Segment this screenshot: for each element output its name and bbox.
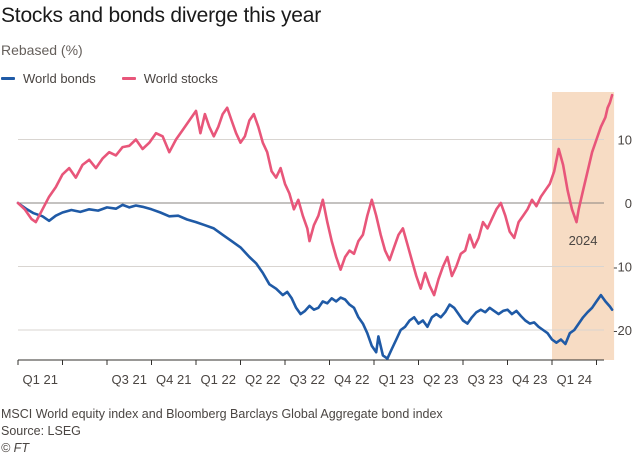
x-tick-label: Q4 21 bbox=[156, 372, 191, 387]
legend-swatch-bonds bbox=[1, 77, 15, 80]
legend-item-bonds: World bonds bbox=[1, 71, 96, 86]
x-axis: Q1 21 Q3 21 Q4 21 Q1 22 Q2 22 Q3 22 Q4 22 Q1 23… bbox=[17, 359, 604, 387]
chart-legend: World bonds World stocks bbox=[1, 71, 218, 86]
legend-swatch-stocks bbox=[121, 77, 136, 80]
x-tick-label: Q4 22 bbox=[334, 372, 369, 387]
x-tick-label: Q2 22 bbox=[245, 372, 280, 387]
footer-source: Source: LSEG bbox=[1, 424, 81, 438]
y-tick-labels: 10 0 -10 -20 bbox=[613, 133, 632, 339]
legend-label-stocks: World stocks bbox=[143, 71, 218, 86]
chart-title: Stocks and bonds diverge this year bbox=[1, 4, 322, 27]
highlight-band-2024 bbox=[552, 92, 615, 360]
x-tick-label: Q1 22 bbox=[201, 372, 236, 387]
footer-credit: © FT bbox=[1, 441, 29, 455]
y-tick-label: -20 bbox=[613, 323, 632, 338]
legend-label-bonds: World bonds bbox=[23, 71, 96, 86]
series-line-world-bonds bbox=[16, 201, 614, 360]
x-tick-label: Q3 22 bbox=[290, 372, 325, 387]
legend-item-stocks: World stocks bbox=[121, 71, 218, 86]
x-tick-label: Q1 23 bbox=[379, 372, 414, 387]
y-tick-label: 0 bbox=[625, 196, 632, 211]
line-chart: 10 0 -10 -20 Q1 21 Q3 21 Q4 21 Q1 22 Q2 22 Q3 22… bbox=[16, 92, 632, 387]
x-tick-label: Q2 23 bbox=[423, 372, 458, 387]
grid-lines bbox=[18, 139, 604, 331]
x-tick-label: Q1 21 bbox=[23, 372, 58, 387]
chart-subtitle: Rebased (%) bbox=[1, 42, 83, 58]
highlight-label-2024: 2024 bbox=[569, 233, 598, 248]
series-line-world-stocks bbox=[16, 93, 614, 297]
highlight-band-group bbox=[552, 92, 615, 360]
y-tick-label: -10 bbox=[613, 260, 632, 275]
annotations: 2024 bbox=[569, 233, 598, 248]
y-tick-label: 10 bbox=[618, 133, 632, 148]
x-tick-label: Q4 23 bbox=[512, 372, 547, 387]
x-tick-label: Q3 21 bbox=[112, 372, 147, 387]
x-tick-label: Q1 24 bbox=[557, 372, 592, 387]
x-tick-label: Q3 23 bbox=[468, 372, 503, 387]
footer-note: MSCI World equity index and Bloomberg Ba… bbox=[1, 407, 443, 421]
series-lines bbox=[16, 93, 614, 360]
